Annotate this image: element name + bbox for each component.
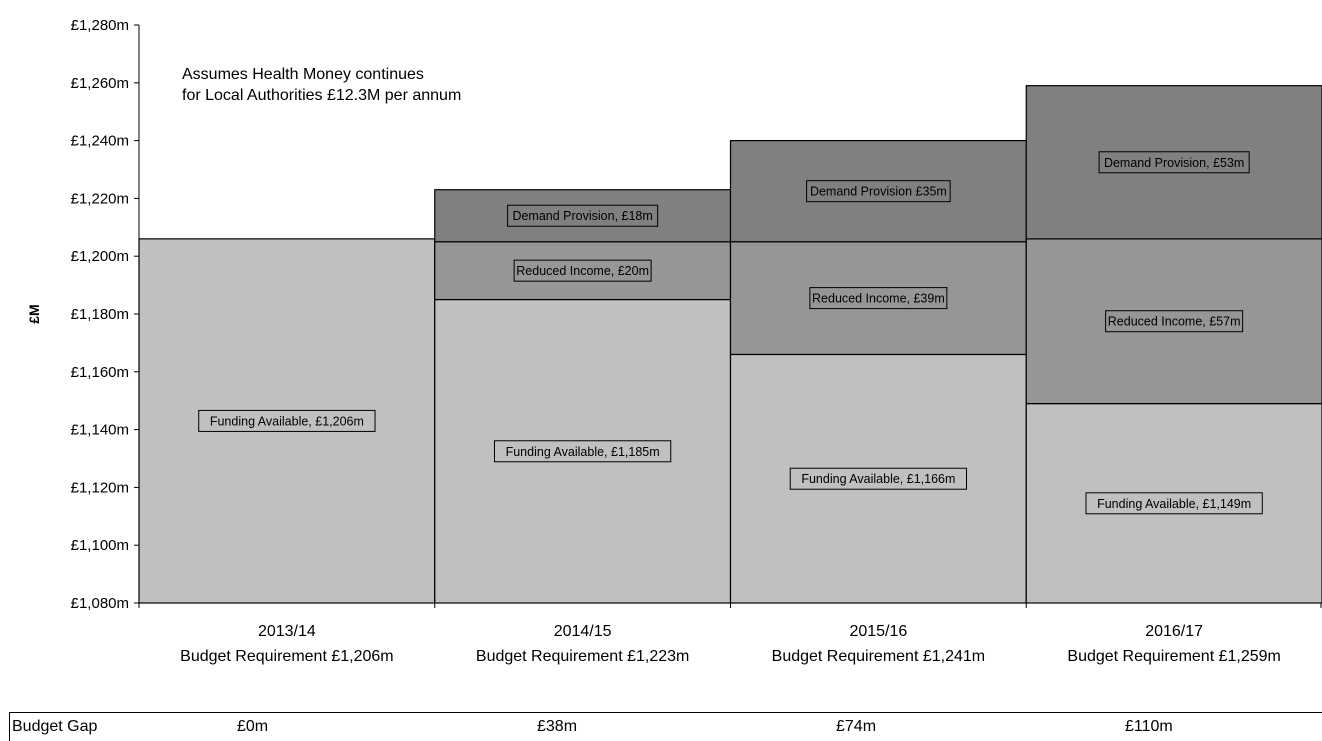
x-tick-sublabel: Budget Requirement £1,259m — [1067, 648, 1280, 665]
y-tick-label: £1,140m — [71, 422, 129, 439]
y-tick-label: £1,280m — [71, 17, 129, 34]
assumption-note-line-1: Assumes Health Money continues — [182, 66, 424, 83]
data-label: Funding Available, £1,166m — [801, 472, 955, 486]
y-tick-label: £1,160m — [71, 364, 129, 381]
data-label: Funding Available, £1,185m — [506, 445, 660, 459]
x-tick-label: 2014/15 — [554, 623, 612, 640]
data-label-box — [198, 409, 376, 432]
y-tick-label: £1,260m — [71, 75, 129, 92]
bar-segment — [1025, 85, 1322, 240]
data-label-box — [1098, 151, 1250, 174]
stacked-budget-chart: Funding Available, £1,206m Funding Availa… — [26, 17, 1322, 665]
bar-segment — [1025, 238, 1322, 405]
budget-gap-table: Budget Gap £0m £38m £74m £110m — [9, 712, 1322, 741]
y-tick-label: £1,100m — [71, 537, 129, 554]
data-label-box — [1105, 310, 1244, 333]
data-label: Funding Available, £1,149m — [1097, 497, 1251, 511]
data-label-box — [809, 287, 948, 310]
y-tick-label: £1,180m — [71, 306, 129, 323]
data-label: Demand Provision, £18m — [512, 209, 652, 223]
budget-gap-2014-15: £38m — [537, 718, 578, 735]
data-label: Reduced Income, £20m — [516, 264, 649, 278]
data-label: Reduced Income, £57m — [1108, 315, 1241, 329]
data-label-box — [806, 180, 951, 203]
data-label-box — [1085, 492, 1263, 515]
budget-gap-2013-14: £0m — [237, 718, 269, 735]
data-label: Demand Provision £35m — [810, 185, 947, 199]
x-tick-sublabel: Budget Requirement £1,241m — [772, 648, 985, 665]
budget-gap-2015-16: £74m — [836, 718, 877, 735]
x-tick-label: 2016/17 — [1145, 623, 1203, 640]
bar-segment — [729, 140, 1027, 243]
data-label-box — [507, 204, 659, 227]
y-tick-label: £1,200m — [71, 248, 129, 265]
data-label-box — [513, 259, 652, 282]
bar-segment — [729, 241, 1027, 356]
assumption-note-line-2: for Local Authorities £12.3M per annum — [182, 87, 462, 104]
data-label-box — [789, 467, 968, 490]
bar-segment — [434, 189, 732, 243]
x-tick-sublabel: Budget Requirement £1,223m — [476, 648, 689, 665]
x-tick-sublabel: Budget Requirement £1,206m — [180, 648, 393, 665]
bar-segment — [1025, 402, 1322, 604]
budget-gap-2016-17: £110m — [1125, 718, 1173, 735]
budget-gap-label: Budget Gap — [12, 718, 98, 735]
y-tick-label: £1,120m — [71, 479, 129, 496]
y-axis-title: £M — [26, 304, 42, 323]
y-tick-label: £1,080m — [71, 595, 129, 612]
x-tick-label: 2015/16 — [849, 623, 907, 640]
bar-segment — [138, 238, 436, 604]
data-label: Demand Provision, £53m — [1104, 156, 1244, 170]
y-tick-label: £1,240m — [71, 133, 129, 150]
bar-segment — [729, 353, 1027, 604]
data-label-box — [493, 440, 672, 463]
x-tick-label: 2013/14 — [258, 623, 316, 640]
y-tick-label: £1,220m — [71, 190, 129, 207]
data-label: Reduced Income, £39m — [812, 292, 945, 306]
assumption-note: Assumes Health Money continues for Local… — [182, 64, 461, 106]
data-label: Funding Available, £1,206m — [210, 414, 364, 428]
